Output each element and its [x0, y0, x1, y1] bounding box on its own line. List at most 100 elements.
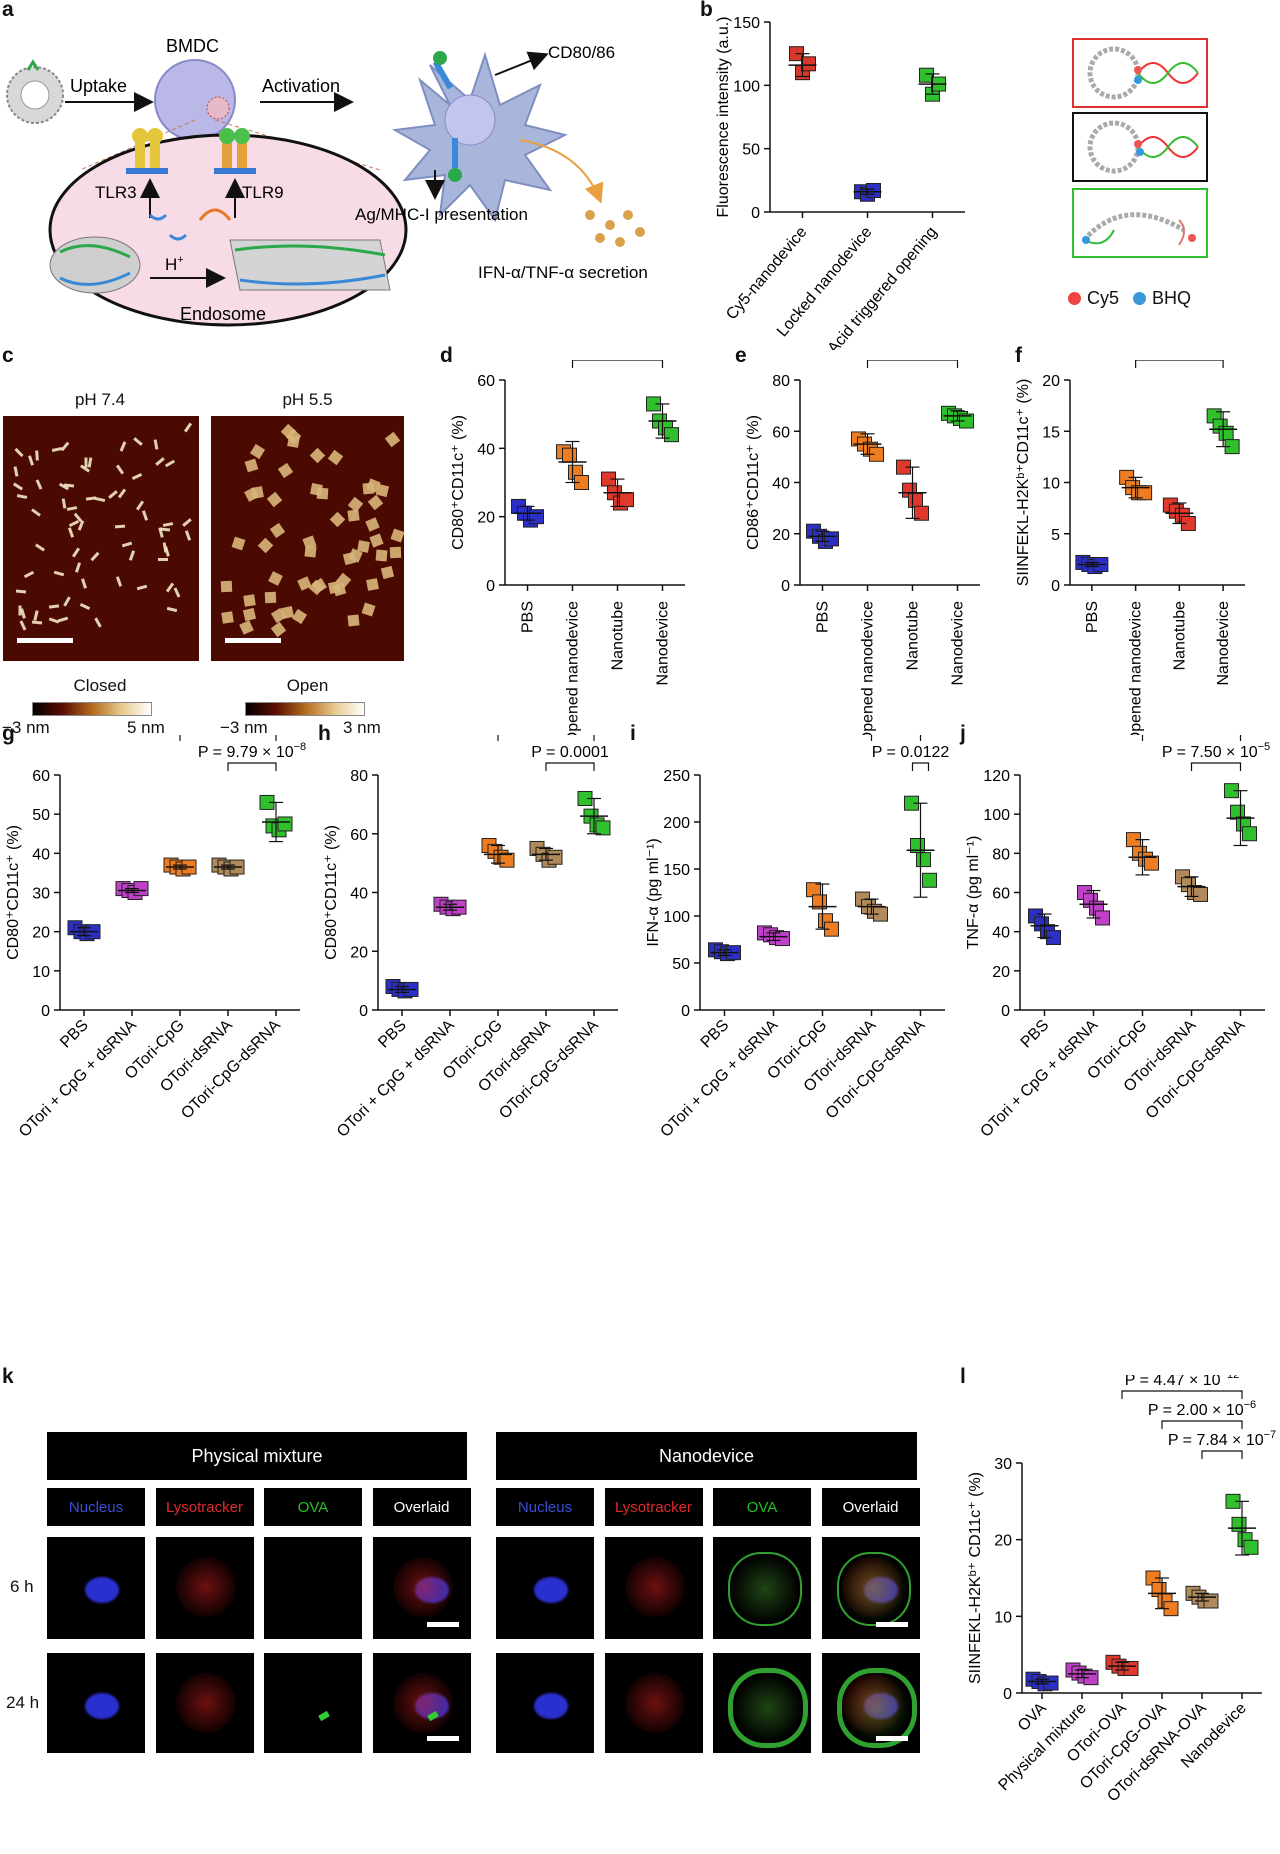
activated-dc-icon [391, 51, 568, 223]
cytokine-dots-icon [585, 210, 645, 247]
nanostructure-particle [114, 524, 125, 529]
nanostructure-particle [24, 570, 35, 578]
nanostructure-particle [136, 500, 145, 511]
y-tick-label: 0 [359, 1003, 368, 1020]
y-tick-label: 20 [992, 964, 1010, 981]
colorbar-open [245, 702, 365, 716]
significance-bracket [1161, 1420, 1243, 1429]
category-label: Nanodevice [950, 601, 967, 686]
nanostructure-particle [72, 547, 81, 558]
category-label: Opened nanodevice [565, 601, 582, 735]
y-tick-label: 5 [1051, 527, 1060, 544]
category-label: PBS [57, 1017, 92, 1052]
colorbar-closed [32, 702, 152, 716]
nanostructure-particle [183, 422, 193, 433]
ag-mhc-label: Ag/MHC-I presentation [355, 205, 528, 224]
p-value-label: P = 7.84 × 10−7 [1168, 1429, 1276, 1449]
panel-label-e: e [735, 344, 747, 367]
y-tick-label: 80 [350, 768, 368, 785]
nanostructure-particle [155, 457, 166, 466]
y-tick-label: 0 [1051, 578, 1060, 595]
nanostructure-particle [220, 611, 234, 624]
nanostructure-particle [250, 443, 266, 459]
nanostructure-particle [60, 441, 70, 451]
data-point [664, 427, 679, 443]
data-point [1123, 1660, 1139, 1676]
nanostructure-particle [115, 464, 124, 475]
micrograph-nanodevice-overlaid [821, 1653, 920, 1753]
ifn-tnf-label: IFN-α/TNF-α secretion [478, 263, 648, 282]
significance-bracket [179, 735, 277, 741]
y-tick-label: 20 [477, 510, 495, 527]
tlr9-label: TLR9 [242, 183, 284, 202]
nanostructure-particle [269, 522, 285, 539]
nanostructure-particle [35, 450, 39, 461]
data-point [499, 852, 515, 868]
significance-bracket [870, 735, 922, 741]
panel-label-b: b [700, 0, 713, 21]
channel-label-lysotracker: Lysotracker [155, 1488, 254, 1526]
cd80-86-label: CD80/86 [548, 43, 615, 62]
significance-bracket [911, 762, 930, 771]
nanostructure-particle [15, 589, 26, 594]
afm-left-state: Closed [73, 676, 127, 695]
nanostructure-particle [267, 571, 283, 586]
micrograph-nanodevice-overlaid [821, 1537, 920, 1639]
y-tick-label: 200 [663, 815, 690, 832]
nanostructure-particle [157, 558, 168, 562]
category-label: OVA [1015, 1700, 1050, 1735]
y-tick-label: 100 [663, 909, 690, 926]
activation-schematic: Uptake BMDC Activation Endosome TLR3 TLR… [6, 36, 648, 327]
nanostructure-particle [367, 495, 384, 511]
nanostructure-particle [369, 533, 384, 548]
micrograph-physical-mixture-overlaid [372, 1537, 471, 1639]
nanostructure-particle [182, 518, 192, 528]
y-tick-label: 20 [1042, 373, 1060, 390]
dna-closed-icon [1087, 46, 1199, 100]
y-tick-label: 15 [1042, 424, 1060, 441]
p-value-label: P = 7.50 × 10−5 [1162, 741, 1270, 761]
y-axis-label: CD80⁺CD11c⁺ (%) [5, 825, 22, 960]
category-label: Opened nanodevice [1128, 601, 1145, 735]
nanostructure-particle [141, 510, 148, 522]
significance-bracket [1121, 1390, 1243, 1399]
data-point [1242, 826, 1257, 842]
data-point [801, 56, 816, 72]
nanostructure-particle [35, 479, 42, 490]
nanostructure-particle [365, 517, 380, 532]
data-point [916, 852, 931, 868]
category-label: PBS [815, 601, 832, 633]
y-tick-label: 40 [772, 476, 790, 493]
category-label: Nanodevice [1215, 601, 1232, 686]
significance-bracket [1190, 762, 1242, 771]
chart-d-cd80: 0 20 40 60 CD80⁺CD11c⁺ (%) PBS Opened nanodevi… [450, 360, 685, 735]
y-tick-label: 10 [1042, 476, 1060, 493]
panel-label-l: l [960, 1365, 966, 1388]
colorbar-closed-max: 5 nm [127, 718, 165, 737]
data-point [1231, 1516, 1247, 1532]
group-header-physical-mixture: Physical mixture [47, 1432, 467, 1480]
nanostructure-particle [132, 473, 143, 481]
activation-label: Activation [262, 76, 340, 96]
category-label: Nanotube [905, 601, 922, 670]
nanostructure-particle [34, 543, 45, 551]
micrograph-physical-mixture-overlaid [372, 1653, 471, 1753]
nanostructure-particle [17, 493, 28, 499]
micrograph-physical-mixture-lysotracker [155, 1653, 254, 1753]
y-tick-label: 80 [772, 373, 790, 390]
bmdc-cell-icon [154, 59, 236, 141]
micrograph-nanodevice-lysotracker [604, 1537, 703, 1639]
nanostructure-particle [74, 562, 81, 573]
endosome-label: Endosome [180, 304, 266, 324]
nanostructure-particle [365, 578, 379, 592]
nanostructure-particle [347, 614, 360, 627]
nanostructure-particle [54, 570, 65, 577]
nanostructure-particle [33, 610, 39, 621]
category-label: Acid triggered opening [825, 224, 941, 350]
data-point [1218, 425, 1234, 441]
p-value-label: P = 4.47 × 10−12 [1125, 1375, 1239, 1389]
